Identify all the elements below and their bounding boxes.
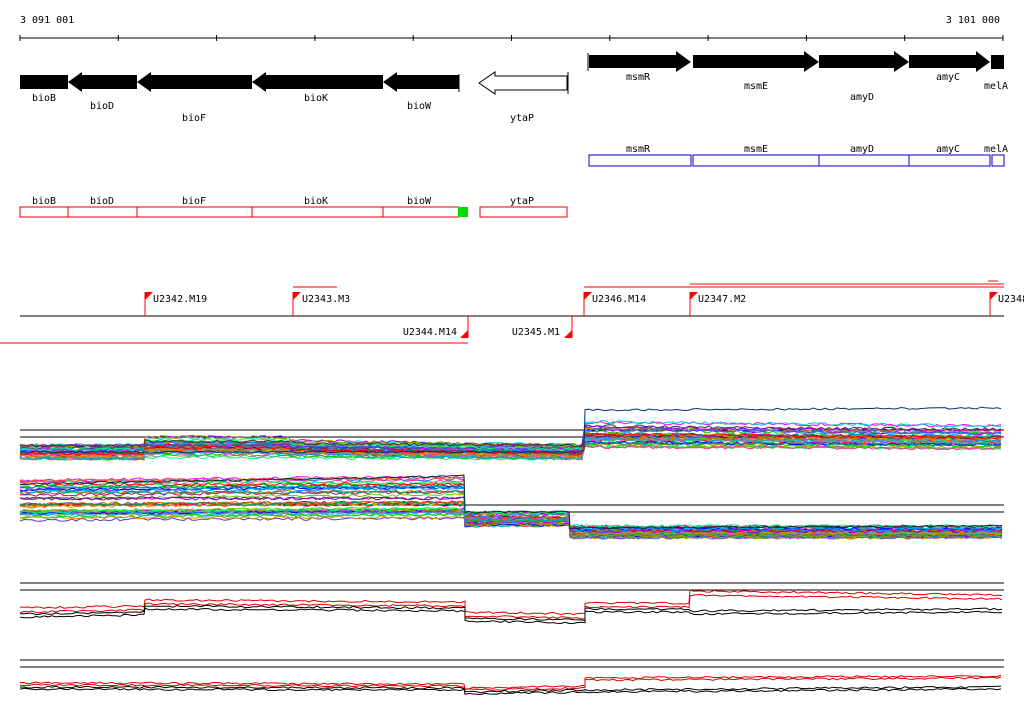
gene-label-bioK: bioK (304, 93, 328, 104)
feature-label-U2342.M19: U2342.M19 (153, 294, 207, 305)
blue-box-melA[interactable] (991, 154, 1005, 167)
blue-box-msmE[interactable] (692, 154, 820, 167)
gene-arrow-bioF[interactable] (137, 72, 252, 92)
gene-label-ytaP: ytaP (510, 113, 534, 124)
feature-U2346.M14[interactable] (583, 292, 592, 316)
gene-label-melA: melA (984, 81, 1008, 92)
red-box-bioK[interactable] (251, 206, 384, 218)
gene-label-bioW: bioW (407, 101, 432, 112)
feature-label-U2344.M14: U2344.M14 (403, 327, 457, 338)
gene-label-bioB: bioB (32, 93, 56, 104)
feature-U2345.M1[interactable] (564, 316, 573, 338)
gene-label-amyD: amyD (850, 92, 874, 103)
ruler-start-label: 3 091 001 (20, 15, 74, 26)
gene-label-bioF: bioF (182, 113, 206, 124)
profile-panel-forward (19, 406, 1004, 461)
feature-U2348[interactable] (989, 292, 998, 316)
feature-label-U2345.M1: U2345.M1 (512, 327, 560, 338)
blue-label-msmE: msmE (744, 144, 768, 155)
gene-arrow-bioK[interactable] (252, 72, 383, 92)
coordinate-ruler: 3 091 001 3 101 000 (19, 15, 1004, 41)
blue-label-msmR: msmR (626, 144, 651, 155)
blue-annotation-track (588, 154, 1005, 167)
blue-box-amyC[interactable] (908, 154, 991, 167)
feature-label-U2343.M3: U2343.M3 (302, 294, 350, 305)
green-marker (458, 207, 468, 217)
gene-label-amyC: amyC (936, 72, 960, 83)
gene-arrow-amyC[interactable] (909, 51, 990, 72)
gene-arrow-msmE[interactable] (693, 51, 819, 72)
gene-label-msmR: msmR (626, 72, 651, 83)
red-label-bioD: bioD (90, 196, 114, 207)
gene-arrow-bioW[interactable] (383, 72, 459, 92)
segment-feature-track: U2342.M19 U2343.M3 U2346.M14 U2347.M2 U2… (0, 280, 1024, 344)
feature-label-U2348: U2348 (998, 294, 1024, 305)
feature-label-U2346.M14: U2346.M14 (592, 294, 646, 305)
feature-U2342.M19[interactable] (144, 292, 153, 316)
feature-U2347.M2[interactable] (689, 292, 698, 316)
ruler-ticks (19, 35, 1004, 41)
gene-arrow-track: bioB bioD bioF bioK bioW ytaP msmR msmE … (20, 51, 1008, 124)
blue-label-melA: melA (984, 144, 1008, 155)
gene-arrow-bioD[interactable] (68, 72, 137, 92)
gene-label-bioD: bioD (90, 101, 114, 112)
gene-arrow-amyD[interactable] (819, 51, 909, 72)
red-label-bioF: bioF (182, 196, 206, 207)
red-annotation-track (19, 206, 568, 218)
summary-panel-2 (19, 659, 1004, 696)
gene-arrow-melA[interactable] (991, 55, 1004, 69)
red-box-ytaP[interactable] (479, 206, 568, 218)
red-label-bioK: bioK (304, 196, 328, 207)
red-box-bioF[interactable] (136, 206, 253, 218)
feature-U2343.M3[interactable] (292, 292, 301, 316)
gene-arrow-ytaP[interactable] (478, 71, 568, 95)
red-label-ytaP: ytaP (510, 196, 534, 207)
red-label-bioB: bioB (32, 196, 56, 207)
blue-label-amyD: amyD (850, 144, 874, 155)
feature-U2344.M14[interactable] (460, 316, 469, 338)
red-box-bioB[interactable] (19, 206, 69, 218)
summary-panel-1 (19, 582, 1004, 625)
blue-label-amyC: amyC (936, 144, 960, 155)
gene-arrow-bioB[interactable] (20, 75, 68, 89)
gene-arrow-msmR[interactable] (589, 51, 691, 72)
red-box-bioD[interactable] (67, 206, 138, 218)
red-box-bioW[interactable] (382, 206, 460, 218)
gene-label-msmE: msmE (744, 81, 768, 92)
red-label-bioW: bioW (407, 196, 432, 207)
blue-box-msmR[interactable] (588, 154, 692, 167)
ruler-end-label: 3 101 000 (946, 15, 1000, 26)
feature-label-U2347.M2: U2347.M2 (698, 294, 746, 305)
blue-box-amyD[interactable] (818, 154, 910, 167)
profile-panel-reverse (19, 474, 1004, 540)
